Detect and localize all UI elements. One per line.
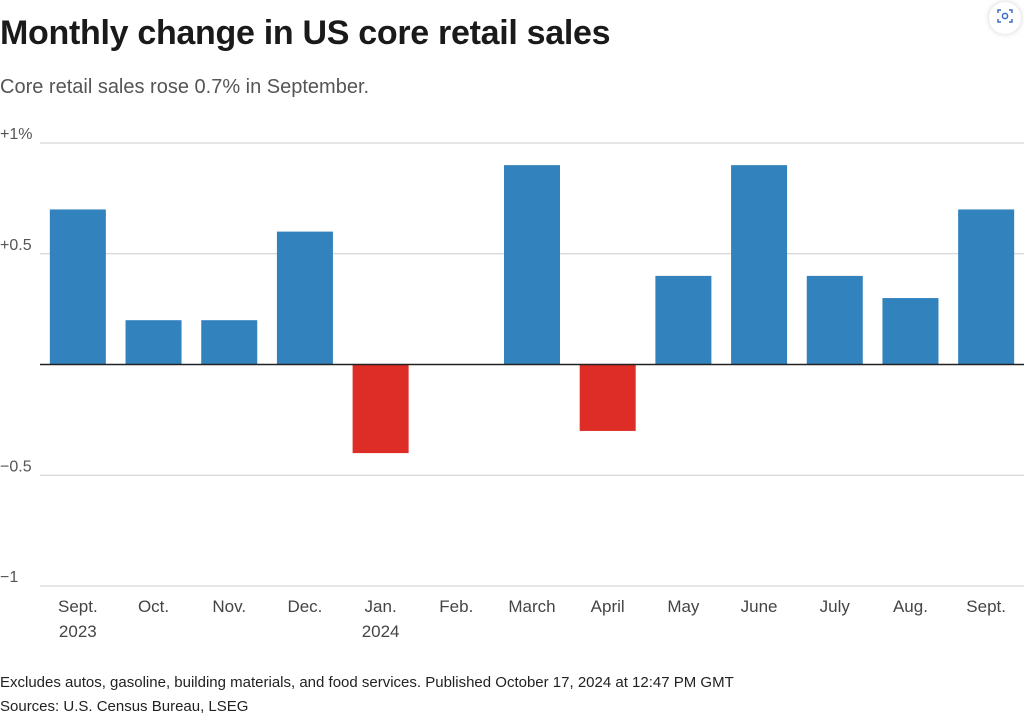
x-tick-label: Oct. bbox=[138, 597, 169, 616]
x-tick-label: Sept. bbox=[966, 597, 1006, 616]
bar[interactable] bbox=[958, 209, 1015, 365]
x-tick-label: April bbox=[591, 597, 625, 616]
bar[interactable] bbox=[655, 275, 712, 365]
x-tick-label: May bbox=[667, 597, 700, 616]
x-tick-label: Jan. bbox=[365, 597, 397, 616]
x-tick-label: Aug. bbox=[893, 597, 928, 616]
bar[interactable] bbox=[882, 298, 939, 365]
y-tick-label: −0.5 bbox=[0, 458, 32, 475]
y-tick-label: +1% bbox=[0, 126, 32, 143]
footnote: Excludes autos, gasoline, building mater… bbox=[0, 674, 734, 691]
x-tick-label: Feb. bbox=[439, 597, 473, 616]
x-tick-label: Sept. bbox=[58, 597, 98, 616]
chart-title: Monthly change in US core retail sales bbox=[0, 14, 611, 52]
bar[interactable] bbox=[201, 320, 258, 365]
screenshot-button[interactable] bbox=[989, 2, 1021, 34]
bar[interactable] bbox=[125, 320, 182, 365]
label-layer: +1% +0.5 −0.5 −1 Sept. 2023 Oct. Nov. Dec. Jan. 20… bbox=[0, 126, 1006, 641]
bar[interactable] bbox=[352, 364, 409, 454]
y-tick-label: +0.5 bbox=[0, 237, 32, 254]
bar[interactable] bbox=[579, 364, 636, 431]
bar-chart: +1% +0.5 −0.5 −1 Sept. 2023 Oct. Nov. Dec. Jan. 20… bbox=[0, 126, 1024, 641]
bar[interactable] bbox=[731, 165, 788, 365]
x-tick-label: July bbox=[820, 597, 851, 616]
bar[interactable] bbox=[503, 165, 561, 365]
y-tick-label: −1 bbox=[0, 569, 18, 586]
bar[interactable] bbox=[49, 209, 106, 365]
x-tick-label: 2023 bbox=[59, 622, 97, 641]
chart-subtitle: Core retail sales rose 0.7% in September… bbox=[0, 76, 370, 98]
x-tick-label: March bbox=[508, 597, 555, 616]
sources-note: Sources: U.S. Census Bureau, LSEG bbox=[0, 698, 249, 715]
x-tick-label: Nov. bbox=[212, 597, 246, 616]
camera-icon bbox=[997, 8, 1013, 29]
bar[interactable] bbox=[276, 231, 333, 365]
x-tick-label: June bbox=[741, 597, 778, 616]
bar-layer bbox=[49, 165, 1015, 454]
x-tick-label: 2024 bbox=[362, 622, 400, 641]
x-tick-label: Dec. bbox=[287, 597, 322, 616]
bar[interactable] bbox=[806, 275, 863, 365]
